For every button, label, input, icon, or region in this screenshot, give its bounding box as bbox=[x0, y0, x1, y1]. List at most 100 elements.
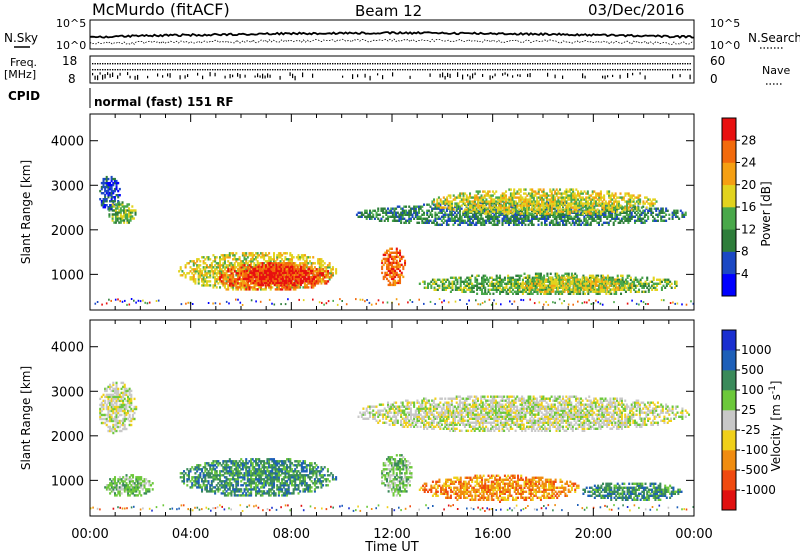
heatmap-cell bbox=[271, 262, 274, 265]
heatmap-cell bbox=[183, 272, 186, 275]
heatmap-cell bbox=[437, 204, 440, 207]
heatmap-cell bbox=[601, 223, 604, 226]
heatmap-cell bbox=[647, 215, 650, 218]
heatmap-cell bbox=[620, 219, 623, 222]
heatmap-cell bbox=[434, 213, 437, 216]
heatmap-cell bbox=[599, 217, 602, 220]
heatmap-cell bbox=[559, 202, 562, 205]
heatmap-cell bbox=[391, 213, 394, 216]
heatmap-cell bbox=[511, 219, 514, 222]
heatmap-cell bbox=[194, 282, 197, 285]
heatmap-cell bbox=[392, 281, 395, 285]
heatmap-cell bbox=[576, 223, 579, 226]
freq-point bbox=[174, 63, 176, 65]
heatmap-cell bbox=[504, 215, 507, 218]
nave-point bbox=[439, 69, 441, 71]
heatmap-cell bbox=[572, 194, 575, 197]
heatmap-cell bbox=[382, 215, 385, 218]
heatmap-cell bbox=[485, 200, 488, 203]
heatmap-cell bbox=[524, 209, 527, 212]
heatmap-cell bbox=[503, 213, 506, 216]
heatmap-cell bbox=[202, 260, 205, 263]
nave-point bbox=[547, 69, 549, 71]
nave-point bbox=[97, 69, 99, 71]
heatmap-cell bbox=[463, 219, 466, 222]
freq-point bbox=[462, 63, 464, 65]
heatmap-cell bbox=[458, 207, 461, 210]
heatmap-cell bbox=[217, 266, 220, 269]
heatmap-cell bbox=[502, 286, 505, 289]
heatmap-cell bbox=[518, 188, 521, 191]
heatmap-cell bbox=[296, 267, 299, 271]
heatmap-cell bbox=[271, 258, 274, 261]
heatmap-cell bbox=[238, 262, 241, 265]
heatmap-cell bbox=[291, 264, 294, 267]
heatmap-cell bbox=[434, 215, 437, 218]
freq-point bbox=[197, 63, 199, 65]
nave-point bbox=[444, 69, 446, 71]
heatmap-cell bbox=[599, 198, 602, 201]
heatmap-cell bbox=[468, 221, 471, 224]
heatmap-cell bbox=[558, 213, 561, 216]
heatmap-cell bbox=[496, 219, 499, 222]
heatmap-cell bbox=[436, 202, 439, 205]
heatmap-cell bbox=[318, 278, 321, 281]
heatmap-cell bbox=[390, 257, 393, 261]
heatmap-cell bbox=[454, 204, 457, 207]
heatmap-cell bbox=[240, 278, 243, 281]
heatmap-cell bbox=[307, 286, 310, 289]
freq-point bbox=[339, 63, 341, 65]
heatmap-cell bbox=[433, 286, 436, 289]
heatmap-cell bbox=[640, 217, 643, 220]
heatmap-cell bbox=[210, 262, 213, 265]
heatmap-cell bbox=[591, 219, 594, 222]
nave-point bbox=[134, 69, 136, 71]
heatmap-cell bbox=[514, 209, 517, 212]
heatmap-cell bbox=[399, 257, 402, 261]
heatmap-cell bbox=[498, 204, 501, 207]
heatmap-cell bbox=[192, 278, 195, 281]
heatmap-cell bbox=[290, 279, 293, 283]
heatmap-cell bbox=[581, 204, 584, 207]
heatmap-cell bbox=[418, 207, 421, 210]
date-title: 03/Dec/2016 bbox=[588, 1, 684, 19]
nave-point bbox=[459, 69, 461, 71]
nave-point bbox=[624, 69, 626, 71]
heatmap-cell bbox=[405, 209, 408, 212]
heatmap-cell bbox=[286, 273, 289, 277]
heatmap-cell bbox=[467, 202, 470, 205]
heatmap-cell bbox=[470, 204, 473, 207]
heatmap-cell bbox=[284, 274, 287, 277]
heatmap-cell bbox=[244, 277, 247, 281]
heatmap-cell bbox=[508, 288, 511, 291]
heatmap-cell bbox=[482, 278, 485, 281]
heatmap-cell bbox=[381, 271, 384, 275]
heatmap-cell bbox=[427, 219, 430, 222]
heatmap-cell bbox=[263, 264, 266, 267]
heatmap-cell bbox=[330, 268, 333, 271]
heatmap-cell bbox=[385, 211, 388, 214]
heatmap-cell bbox=[622, 208, 625, 211]
heatmap-cell bbox=[593, 196, 596, 199]
heatmap-cell bbox=[469, 276, 472, 279]
freq-point bbox=[122, 63, 124, 65]
heatmap-cell bbox=[325, 276, 328, 279]
nave-point bbox=[654, 69, 656, 71]
heatmap-cell bbox=[276, 284, 279, 287]
heatmap-cell bbox=[547, 194, 550, 197]
heatmap-cell bbox=[502, 290, 505, 293]
heatmap-cell bbox=[514, 213, 517, 216]
freq-point bbox=[367, 63, 369, 65]
freq-point bbox=[544, 63, 546, 65]
heatmap-cell bbox=[403, 213, 406, 216]
heatmap-cell bbox=[242, 264, 245, 267]
heatmap-cell bbox=[325, 280, 328, 283]
heatmap-cell bbox=[464, 192, 467, 195]
nave-point bbox=[214, 69, 216, 71]
nave-point bbox=[114, 69, 116, 71]
heatmap-cell bbox=[506, 213, 509, 216]
heatmap-cell bbox=[511, 212, 514, 215]
heatmap-cell bbox=[240, 282, 243, 285]
heatmap-cell bbox=[409, 209, 412, 212]
heatmap-cell bbox=[279, 256, 282, 259]
